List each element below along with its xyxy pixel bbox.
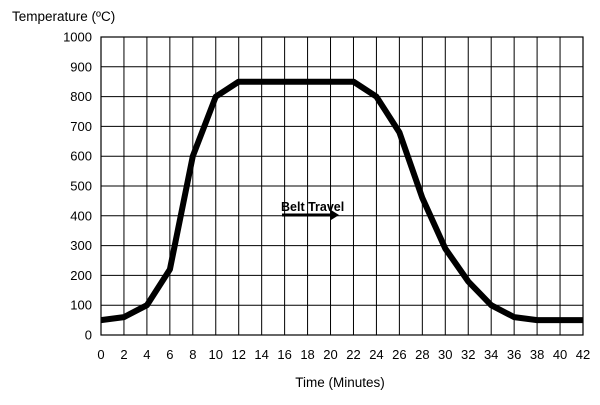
annotation-layer: Belt Travel bbox=[281, 200, 344, 220]
y-tick-label: 800 bbox=[70, 89, 92, 104]
x-tick-label: 28 bbox=[415, 347, 429, 362]
x-axis-title: Time (Minutes) bbox=[295, 375, 385, 390]
x-tick-label: 12 bbox=[231, 347, 245, 362]
y-tick-label: 500 bbox=[70, 179, 92, 194]
y-tick-label: 700 bbox=[70, 119, 92, 134]
y-axis-ticks: 0 100 200 300 400 500 600 700 800 900 1000 bbox=[63, 30, 92, 343]
y-tick-label: 900 bbox=[70, 59, 92, 74]
x-tick-label: 36 bbox=[507, 347, 521, 362]
series-layer bbox=[100, 78, 583, 324]
grid-lines bbox=[100, 36, 584, 336]
x-tick-label: 26 bbox=[392, 347, 406, 362]
y-tick-label: 400 bbox=[70, 208, 92, 223]
x-tick-label: 34 bbox=[484, 347, 498, 362]
y-axis-title: Temperature (ºC) bbox=[12, 9, 115, 24]
x-tick-label: 24 bbox=[369, 347, 383, 362]
plot-frame bbox=[100, 36, 584, 336]
x-tick-label: 18 bbox=[300, 347, 314, 362]
x-tick-label: 2 bbox=[120, 347, 127, 362]
x-axis-ticks: 0 2 4 6 8 10 12 14 16 18 20 22 24 26 28 30 32 34 36 38 40 42 bbox=[97, 347, 590, 362]
temperature-profile-line bbox=[100, 78, 583, 324]
x-tick-label: 6 bbox=[166, 347, 173, 362]
x-tick-label: 14 bbox=[254, 347, 268, 362]
belt-travel-arrow-head bbox=[331, 210, 339, 220]
y-tick-label: 600 bbox=[70, 149, 92, 164]
x-tick-label: 0 bbox=[97, 347, 104, 362]
y-tick-label: 0 bbox=[85, 328, 92, 343]
y-tick-label: 200 bbox=[70, 268, 92, 283]
x-tick-label: 40 bbox=[553, 347, 567, 362]
x-tick-label: 38 bbox=[530, 347, 544, 362]
x-tick-label: 32 bbox=[461, 347, 475, 362]
x-tick-label: 30 bbox=[438, 347, 452, 362]
x-tick-label: 8 bbox=[189, 347, 196, 362]
y-tick-label: 100 bbox=[70, 298, 92, 313]
x-tick-label: 4 bbox=[143, 347, 150, 362]
belt-travel-annotation: Belt Travel bbox=[281, 200, 344, 214]
x-tick-label: 42 bbox=[576, 347, 590, 362]
y-tick-label: 300 bbox=[70, 238, 92, 253]
x-tick-label: 20 bbox=[323, 347, 337, 362]
y-tick-label: 1000 bbox=[63, 30, 92, 45]
x-tick-label: 22 bbox=[346, 347, 360, 362]
x-tick-label: 16 bbox=[277, 347, 291, 362]
x-tick-label: 10 bbox=[209, 347, 223, 362]
